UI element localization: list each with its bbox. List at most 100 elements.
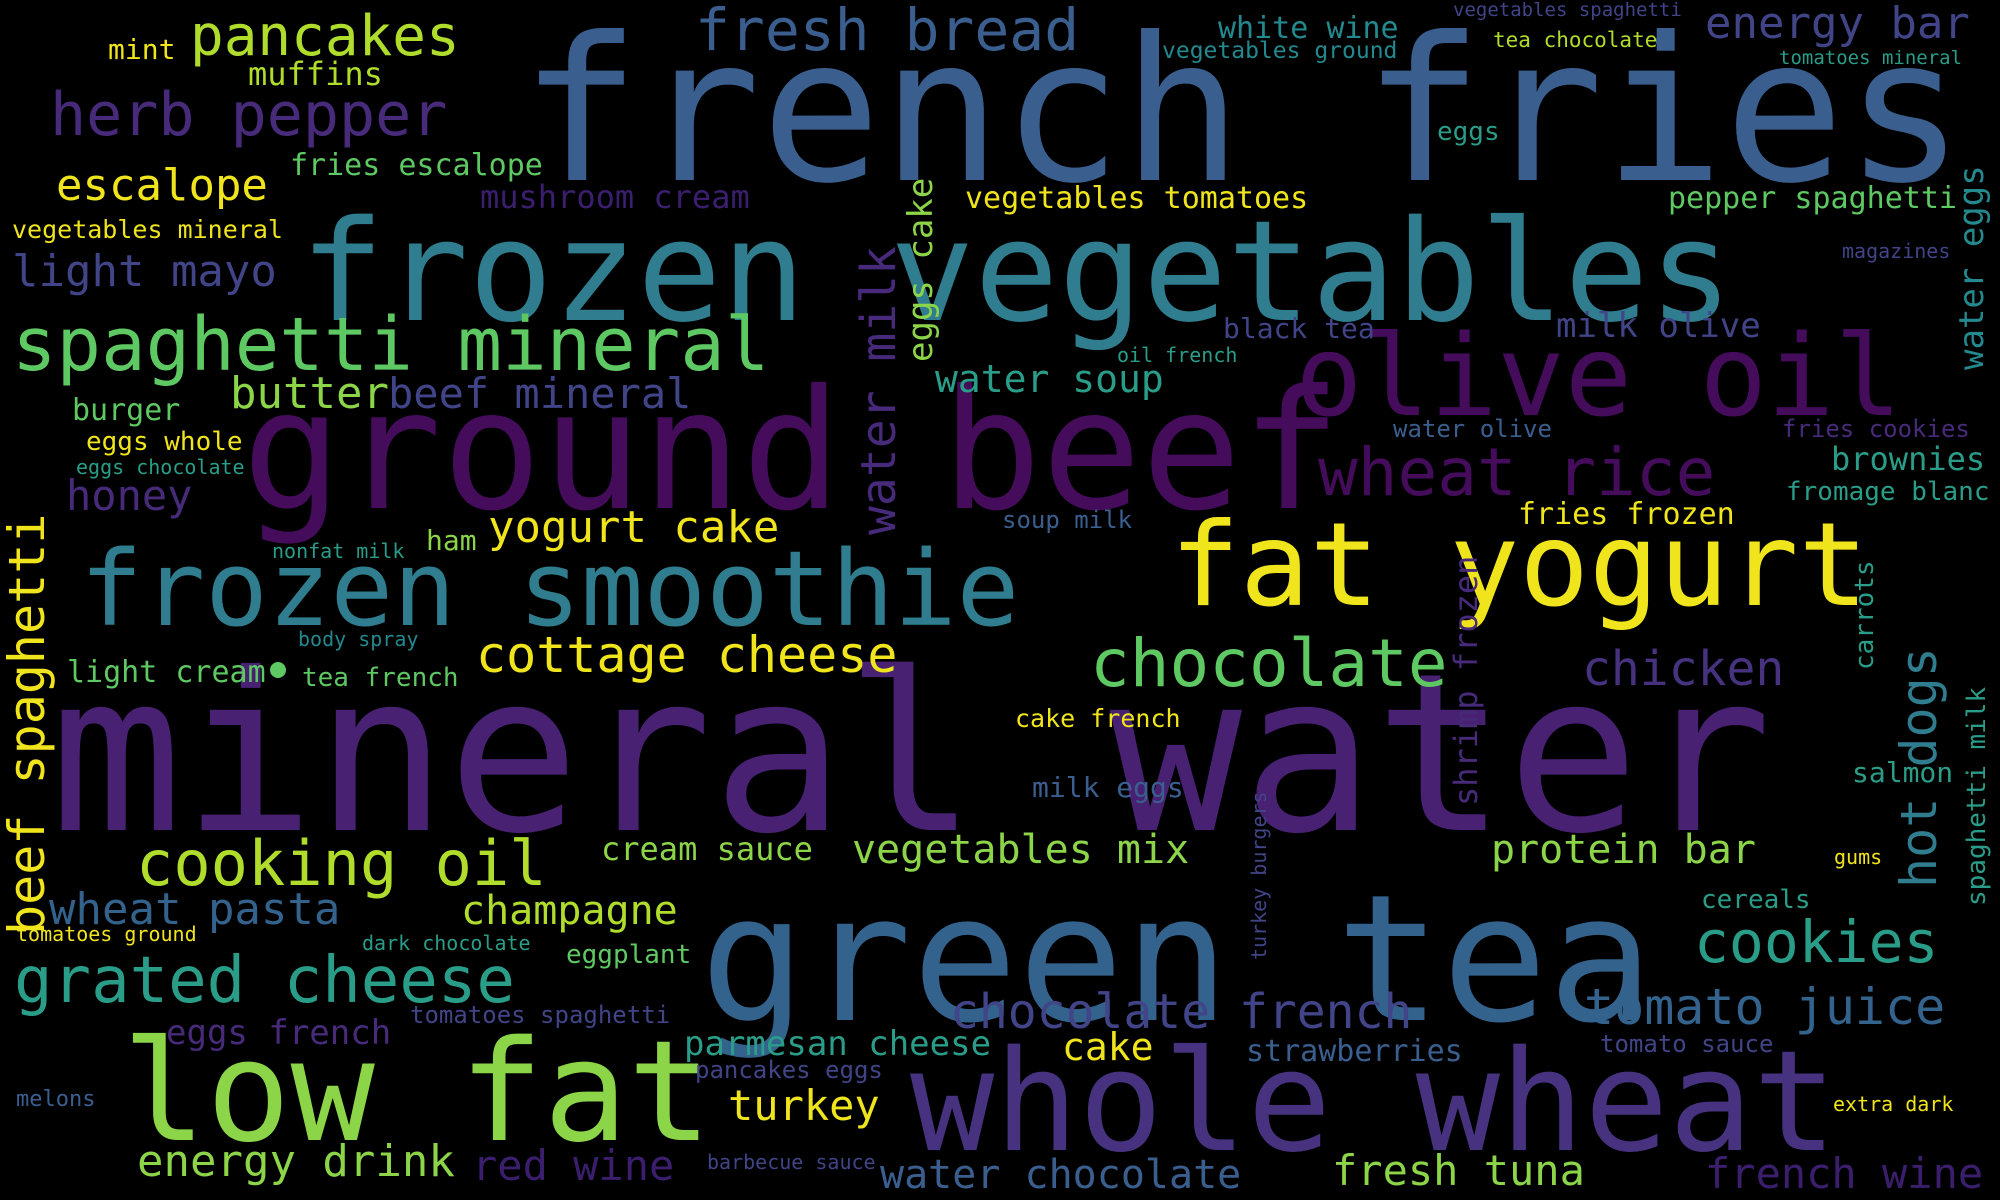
dot-mark [1656,32,1674,50]
word: shrimp frozen [1447,556,1485,806]
word: energy drink [137,1136,455,1187]
word: tea chocolate [1493,28,1657,52]
word: tomatoes mineral [1779,47,1962,69]
word: butter [230,368,389,419]
dot-mark [270,662,286,678]
word: water soup [935,357,1164,401]
word: eggplant [566,940,691,970]
word: fresh tuna [1332,1146,1585,1195]
word: tomatoes ground [16,922,197,946]
word: cottage cheese [476,626,897,684]
word: soup milk [1002,506,1133,534]
word: vegetables mix [852,827,1189,873]
word: black tea [1223,312,1375,345]
word: cookies [1694,908,1938,976]
word: beef spaghetti [0,514,56,935]
word: honey [66,471,192,520]
word: pancakes eggs [695,1056,883,1084]
word: fresh bread [695,0,1079,64]
word: extra dark [1833,1092,1953,1116]
word: fat yogurt [1170,498,1868,633]
word: yogurt cake [488,502,779,553]
word: vegetables tomatoes [965,181,1308,216]
word: parmesan cheese [684,1024,991,1064]
word: green tea [700,857,1654,1062]
word: tomato juice [1584,978,1945,1036]
word: mushroom cream [480,178,750,216]
word: milk olive [1556,306,1761,346]
word: muffins [248,55,383,93]
word: light cream [67,655,266,690]
word: whole wheat [910,1021,1837,1184]
word: ground beef [242,355,1341,548]
word: cake french [1015,704,1181,733]
word: tomatoes spaghetti [410,1001,670,1029]
word: escalope [56,160,268,211]
word: turkey burgers [1247,791,1271,960]
word: cereals [1701,885,1811,915]
word: magazines [1842,239,1950,263]
word: champagne [461,888,678,934]
word: frozen smoothie [80,528,1019,650]
word: fromage blanc [1786,477,1990,507]
word: body spray [298,627,418,651]
word: vegetables mineral [12,215,283,244]
word: fries cookies [1782,415,1970,443]
word: spaghetti milk [1962,687,1992,906]
word: pancakes [190,4,460,69]
word: protein bar [1491,827,1756,873]
word: strawberries [1246,1034,1463,1069]
word: mineral water [50,626,1772,882]
word: tomato sauce [1600,1030,1773,1058]
word: beef mineral [388,369,691,418]
word: herb pepper [50,80,447,150]
word: water eggs [1952,165,1992,370]
word: brownies [1831,440,1985,478]
word: carrots [1850,560,1880,670]
word: turkey [728,1081,880,1130]
word: olive oil [1295,312,1902,442]
word: french wine [1705,1149,1983,1198]
word: eggs chocolate [76,455,245,479]
word: french fries [520,0,1965,228]
word: salmon [1852,756,1953,789]
word: white wine [1218,11,1399,46]
word: barbecue sauce [707,1150,876,1174]
word: gums [1834,845,1882,869]
word: fries frozen [1518,497,1735,532]
word: oil french [1117,343,1237,367]
word: milk eggs [1032,771,1184,804]
word: melons [16,1087,95,1112]
word: cream sauce [601,830,813,868]
word: tea french [302,663,459,693]
word: eggs [1437,117,1500,147]
word: low fat [122,1011,712,1174]
word: spaghetti mineral [12,302,769,388]
word: water chocolate [880,1152,1241,1198]
word: burger [72,393,180,428]
word: energy bar [1705,0,1970,49]
word: hot dogs [1890,647,1948,888]
word: eggs french [166,1013,391,1053]
word: chocolate [1090,625,1448,702]
word: vegetables ground [1162,38,1397,64]
word: water milk [851,246,907,535]
word: eggs cake [901,178,941,362]
word: dark chocolate [362,931,531,955]
word: chocolate french [950,984,1412,1040]
word: cake [1062,1025,1154,1069]
word: light mayo [12,246,277,297]
word: wheat pasta [49,884,340,935]
word: wheat rice [1318,434,1715,511]
word: red wine [472,1141,674,1190]
word: grated cheese [14,944,515,1018]
word: frozen vegetables [300,191,1733,354]
word: fries escalope [290,148,543,183]
word: vegetables spaghetti [1453,0,1682,21]
word: ham [426,524,477,557]
word: water olive [1393,415,1552,443]
word: nonfat milk [272,539,404,563]
word: cooking oil [136,827,547,900]
